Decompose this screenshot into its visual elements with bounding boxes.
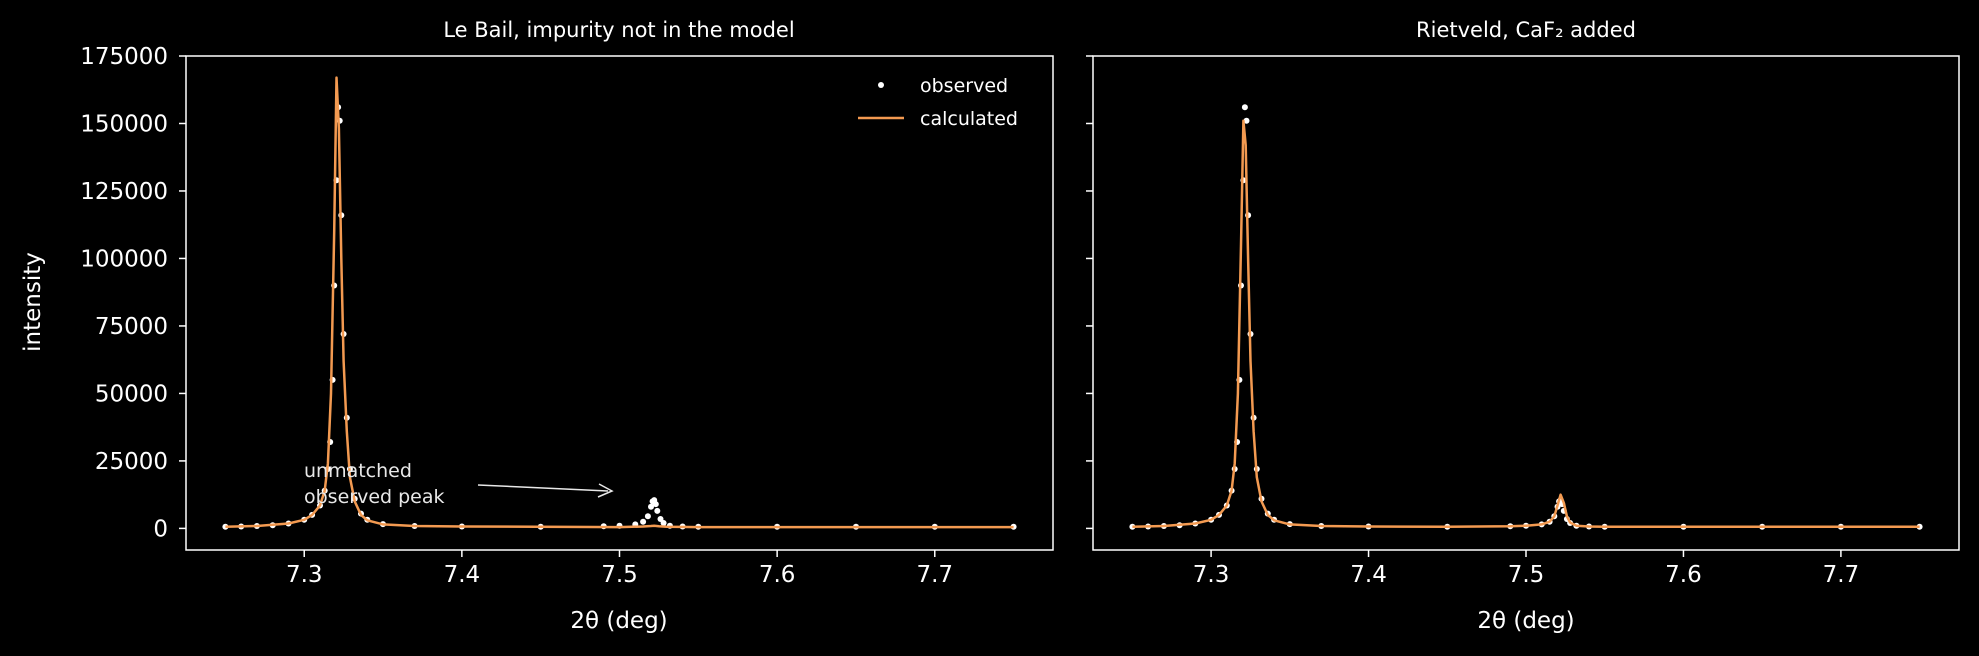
x-tick-label: 7.7: [1823, 562, 1860, 588]
observed-point: [1243, 117, 1250, 124]
y-tick-label: 0: [153, 516, 168, 542]
observed-point: [640, 518, 647, 525]
calculated-line: [225, 76, 1014, 529]
x-tick-label: 7.4: [1350, 562, 1387, 588]
observed-point: [654, 507, 661, 514]
y-tick-label: 150000: [80, 111, 168, 137]
right-panel-title: Rietveld, CaF₂ added: [1416, 18, 1636, 42]
observed-point: [652, 501, 659, 508]
observed-point: [660, 520, 667, 526]
legend-observed-label: observed: [920, 75, 1008, 97]
annotation: unmatched observed peak: [304, 460, 614, 508]
x-tick-label: 7.3: [286, 562, 323, 588]
y-tick-label: 75000: [95, 314, 168, 340]
left-plot-marks: [222, 76, 1017, 530]
legend-observed-marker: [878, 82, 884, 88]
annotation-line-1: unmatched: [304, 460, 412, 482]
y-tick-label: 50000: [95, 381, 168, 407]
x-tick-label: 7.4: [444, 562, 481, 588]
observed-point: [644, 513, 651, 520]
left-panel: Le Bail, impurity not in the model 7.3 7.…: [20, 18, 1054, 634]
x-tick-label: 7.3: [1193, 562, 1230, 588]
x-tick-label: 7.5: [1508, 562, 1545, 588]
right-x-axis-label: 2θ (deg): [1477, 608, 1574, 634]
observed-point: [1241, 104, 1248, 111]
annotation-arrow: [477, 484, 609, 492]
x-tick-label: 7.6: [759, 562, 796, 588]
y-tick-label: 25000: [95, 449, 168, 475]
x-tick-label: 7.5: [601, 562, 638, 588]
annotation-arrowhead: [597, 483, 614, 498]
annotation-line-2: observed peak: [304, 486, 445, 508]
left-y-axis-ticks: 0 25000 50000 75000 100000 125000 150000 175000: [80, 44, 186, 542]
y-tick-label: 125000: [80, 179, 168, 205]
left-y-axis-label: intensity: [20, 252, 46, 352]
right-plot-marks: [1129, 104, 1923, 530]
right-panel: Rietveld, CaF₂ added 7.3 7.4 7.5 7.6 7.7 2θ …: [1086, 18, 1960, 634]
left-x-axis-label: 2θ (deg): [570, 608, 667, 634]
right-y-axis-ticks: [1086, 55, 1093, 530]
x-tick-label: 7.7: [916, 562, 953, 588]
observed-point: [648, 503, 654, 510]
left-panel-title: Le Bail, impurity not in the model: [443, 18, 794, 42]
right-x-axis-ticks: 7.3 7.4 7.5 7.6 7.7: [1193, 550, 1859, 588]
legend-calculated-label: calculated: [920, 108, 1018, 130]
y-tick-label: 100000: [80, 246, 168, 272]
y-tick-label: 175000: [80, 44, 168, 70]
left-x-axis-ticks: 7.3 7.4 7.5 7.6 7.7: [286, 550, 953, 588]
x-tick-label: 7.6: [1665, 562, 1702, 588]
calculated-line: [1132, 119, 1920, 529]
legend: observed calculated: [858, 75, 1018, 130]
